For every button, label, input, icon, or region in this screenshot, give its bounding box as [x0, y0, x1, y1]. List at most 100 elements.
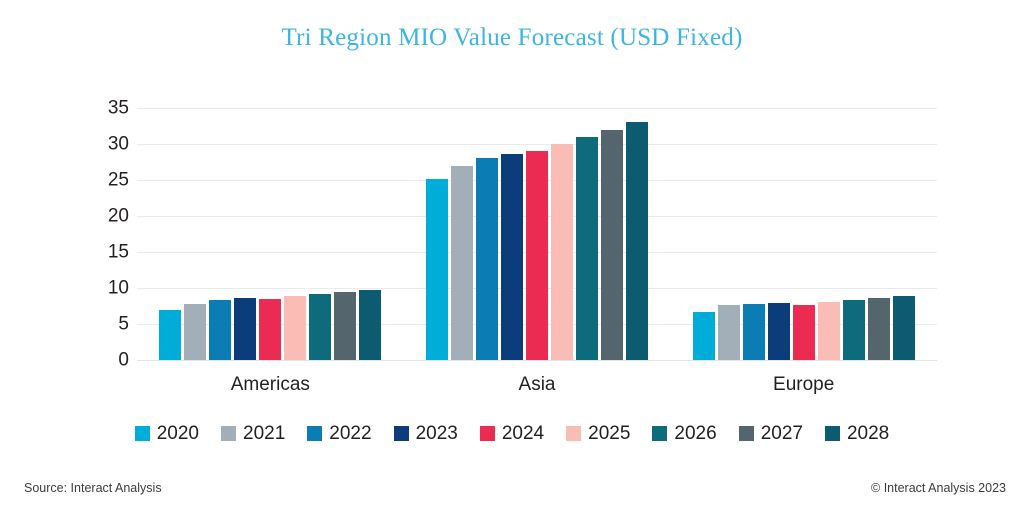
- bar-americas-2027[interactable]: [334, 292, 357, 360]
- legend-label: 2021: [243, 423, 286, 444]
- legend-label: 2020: [156, 423, 200, 444]
- bar-americas-2025[interactable]: [284, 295, 307, 360]
- bar-slot: [575, 108, 600, 360]
- gridline: [137, 108, 937, 109]
- y-axis-tick-label: 0: [118, 349, 129, 371]
- bar-asia-2021[interactable]: [451, 165, 473, 360]
- bar-americas-2021[interactable]: [184, 303, 207, 360]
- bar-europe-2026[interactable]: [842, 300, 865, 360]
- y-axis-ticks: 0 5 10 15 20 25 30 35: [87, 99, 129, 370]
- bar-asia-2027[interactable]: [601, 129, 623, 360]
- legend-item-2025[interactable]: 2025: [566, 424, 630, 443]
- bar-europe-2023[interactable]: [767, 303, 790, 360]
- bar-slot: [600, 108, 625, 360]
- gridline: [137, 144, 937, 145]
- legend-item-2024[interactable]: 2024: [479, 424, 544, 443]
- bar-slot: [841, 108, 866, 360]
- bar-slot: [258, 108, 283, 360]
- legend-label: 2023: [415, 423, 458, 444]
- legend-item-2021[interactable]: 2021: [221, 424, 285, 443]
- bar-slot: [741, 108, 766, 360]
- bar-asia-2020[interactable]: [426, 178, 448, 360]
- legend-label: 2022: [329, 423, 372, 444]
- y-axis-tick-label: 20: [107, 205, 129, 227]
- bar-slot: [475, 108, 500, 360]
- legend-swatch-icon: [221, 426, 237, 441]
- gridline: [137, 360, 937, 361]
- y-axis-tick-label: 5: [118, 313, 129, 335]
- y-axis-tick-label: 15: [107, 241, 129, 263]
- bar-slot: [283, 108, 308, 360]
- bar-slot: [158, 108, 183, 360]
- bar-slot: [625, 108, 650, 360]
- legend-item-2023[interactable]: 2023: [393, 423, 458, 444]
- legend-swatch-icon: [652, 426, 668, 441]
- legend-label: 2026: [674, 423, 717, 444]
- copyright-note: © Interact Analysis 2023: [871, 481, 1006, 495]
- bar-slot: [525, 108, 550, 360]
- legend-swatch-icon: [479, 426, 495, 441]
- bar-slot: [866, 108, 891, 360]
- bar-slot: [691, 108, 716, 360]
- legend-item-2027[interactable]: 2027: [738, 423, 803, 444]
- legend-item-2020[interactable]: 2020: [134, 423, 200, 444]
- bar-asia-2022[interactable]: [476, 158, 498, 360]
- bar-groups: [137, 108, 937, 360]
- bar-asia-2026[interactable]: [576, 136, 598, 360]
- legend-swatch-icon: [307, 426, 323, 441]
- bar-slot: [716, 108, 741, 360]
- bar-asia-2024[interactable]: [526, 151, 548, 360]
- bar-europe-2020[interactable]: [692, 312, 715, 360]
- bar-asia-2023[interactable]: [501, 154, 523, 360]
- bar-europe-2022[interactable]: [742, 303, 765, 360]
- bar-slot: [208, 108, 233, 360]
- legend-item-2028[interactable]: 2028: [824, 423, 890, 444]
- bar-slot: [425, 108, 450, 360]
- legend-item-2022[interactable]: 2022: [307, 423, 372, 444]
- bar-europe-2027[interactable]: [867, 298, 890, 360]
- bar-americas-2020[interactable]: [159, 309, 182, 360]
- plot-area: 0 5 10 15 20 25 30 35: [108, 99, 937, 370]
- legend-item-2026[interactable]: 2026: [652, 423, 717, 444]
- bar-slot: [891, 108, 916, 360]
- y-axis-tick-label: 30: [107, 133, 129, 155]
- bar-europe-2025[interactable]: [817, 301, 840, 360]
- legend-swatch-icon: [134, 426, 150, 441]
- bar-slot: [183, 108, 208, 360]
- chart-title: Tri Region MIO Value Forecast (USD Fixed…: [281, 24, 743, 51]
- legend-label: 2027: [760, 423, 803, 444]
- bar-americas-2028[interactable]: [359, 290, 382, 360]
- y-axis-tick-label: 25: [107, 169, 129, 191]
- bar-slot: [500, 108, 525, 360]
- y-axis-tick-label: 35: [107, 97, 129, 119]
- bar-slot: [233, 108, 258, 360]
- bar-slot: [766, 108, 791, 360]
- category-label-europe: Europe: [773, 374, 835, 395]
- legend-label: 2028: [846, 423, 890, 444]
- y-axis-tick-label: 10: [107, 277, 129, 299]
- bar-americas-2026[interactable]: [309, 294, 332, 360]
- bar-europe-2024[interactable]: [792, 304, 815, 360]
- category-label-americas: Americas: [230, 374, 310, 395]
- legend-swatch-icon: [393, 426, 409, 441]
- bar-europe-2028[interactable]: [892, 295, 915, 360]
- bar-asia-2028[interactable]: [626, 122, 648, 360]
- legend-swatch-icon: [824, 426, 840, 441]
- bar-slot: [550, 108, 575, 360]
- bar-americas-2024[interactable]: [259, 298, 282, 360]
- chart-legend: 2020 2021 2022 2023 2024 2025 2026 2027 2028: [0, 424, 1024, 443]
- legend-swatch-icon: [566, 426, 582, 441]
- bar-europe-2021[interactable]: [717, 305, 740, 360]
- legend-swatch-icon: [738, 426, 754, 441]
- bar-americas-2022[interactable]: [209, 299, 232, 360]
- bar-slot: [450, 108, 475, 360]
- bar-slot: [333, 108, 358, 360]
- bar-group-europe: [670, 108, 937, 360]
- x-axis-category-labels: Americas Asia Europe: [137, 374, 937, 400]
- bar-group-asia: [404, 108, 671, 360]
- bar-americas-2023[interactable]: [234, 298, 257, 360]
- bar-group-americas: [137, 108, 404, 360]
- bar-asia-2025[interactable]: [551, 144, 573, 360]
- category-label-asia: Asia: [518, 374, 556, 395]
